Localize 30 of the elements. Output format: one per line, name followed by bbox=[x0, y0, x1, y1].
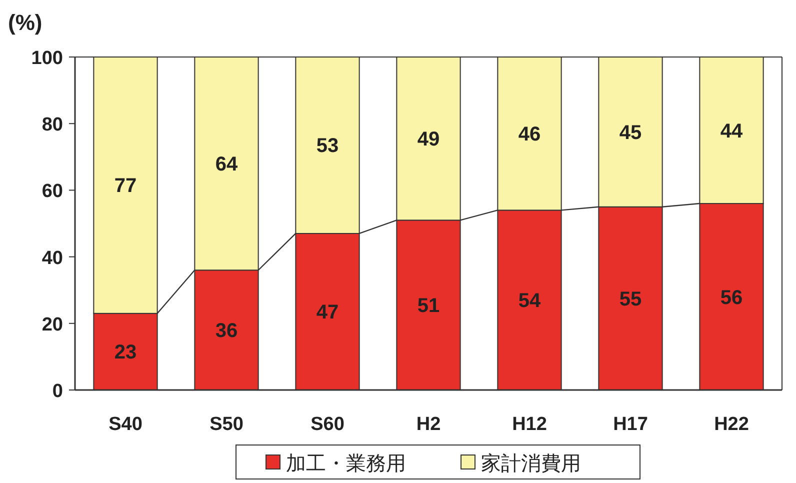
x-tick-label: S50 bbox=[210, 414, 244, 435]
y-tick-label: 100 bbox=[31, 48, 63, 69]
data-label: 53 bbox=[316, 135, 339, 158]
data-label: 56 bbox=[720, 286, 743, 309]
data-label: 49 bbox=[417, 128, 440, 151]
x-tick-label: H12 bbox=[512, 414, 547, 435]
data-label: 23 bbox=[114, 342, 137, 364]
y-tick-label: 40 bbox=[42, 248, 63, 269]
y-tick-label: 80 bbox=[42, 114, 63, 136]
data-label: 46 bbox=[518, 124, 541, 146]
legend-label: 家計消費用 bbox=[481, 453, 581, 475]
x-tick-label: S40 bbox=[108, 414, 142, 435]
legend-label: 加工・業務用 bbox=[286, 453, 406, 475]
x-tick-label: H22 bbox=[714, 414, 749, 435]
data-label: 45 bbox=[619, 122, 642, 144]
data-label: 36 bbox=[215, 320, 238, 342]
data-label: 51 bbox=[417, 295, 440, 318]
data-label: 64 bbox=[215, 154, 238, 176]
x-tick-label: H2 bbox=[416, 414, 441, 435]
x-tick-label: S60 bbox=[310, 414, 344, 435]
data-label: 54 bbox=[518, 290, 542, 312]
y-tick-label: 20 bbox=[42, 314, 63, 336]
data-label: 47 bbox=[316, 302, 339, 324]
y-axis-title: (%) bbox=[8, 10, 42, 35]
y-tick-label: 60 bbox=[42, 181, 63, 202]
data-label: 44 bbox=[720, 120, 744, 142]
data-label: 77 bbox=[114, 175, 137, 198]
data-label: 55 bbox=[619, 288, 642, 310]
x-tick-label: H17 bbox=[613, 414, 648, 435]
y-tick-label: 0 bbox=[52, 381, 63, 402]
